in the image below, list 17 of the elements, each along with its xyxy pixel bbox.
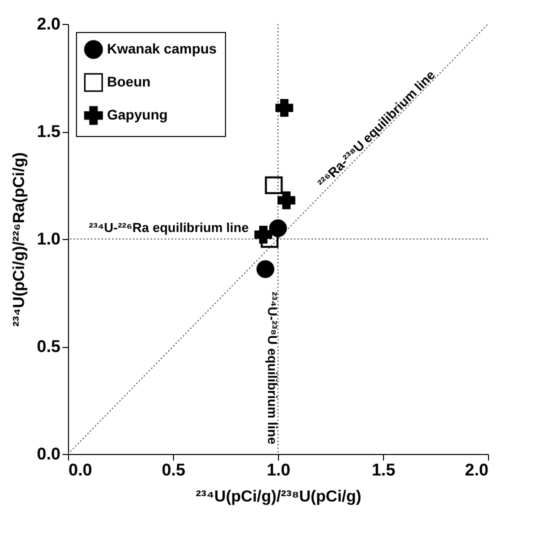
y-axis-title: ²³⁴U(pCi/g)/²²⁶Ra(pCi/g) <box>10 152 28 327</box>
x-tick-label: 1.0 <box>266 460 290 480</box>
legend-label: Kwanak campus <box>107 40 217 56</box>
ref-line-label: ²³⁴U-²³⁸U equilibrium line <box>265 292 280 444</box>
x-tick-label: 0.5 <box>162 460 186 480</box>
legend-label: Gapyung <box>107 106 168 122</box>
x-axis-title: ²³⁴U(pCi/g)/²³⁸U(pCi/g) <box>196 488 362 506</box>
x-tick-label: 0.0 <box>68 460 92 480</box>
y-tick-label: 1.5 <box>36 122 60 141</box>
y-tick-label: 2.0 <box>36 14 60 34</box>
legend-label: Boeun <box>107 74 151 90</box>
y-tick-label: 0.5 <box>36 337 60 356</box>
x-tick-label: 2.0 <box>464 460 488 480</box>
x-tick-label: 1.5 <box>372 460 396 480</box>
y-tick-label: 0.0 <box>36 444 60 464</box>
ref-line-label: ²³⁴U-²²⁶Ra equilibrium line <box>88 220 249 235</box>
y-tick-label: 1.0 <box>36 230 60 248</box>
